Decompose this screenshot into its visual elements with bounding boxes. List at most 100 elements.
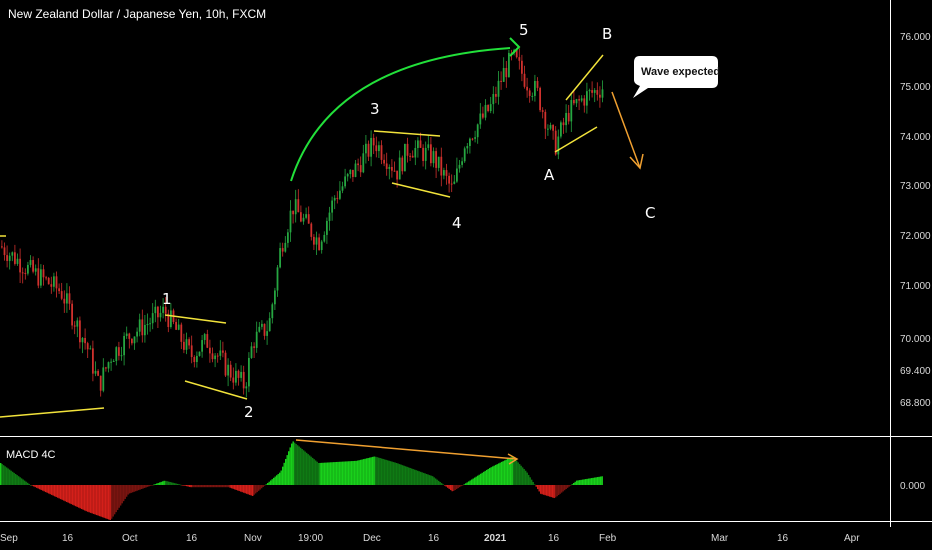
- candle: [427, 134, 430, 151]
- candle: [11, 251, 14, 262]
- macd-bar: [328, 462, 330, 485]
- macd-bar: [390, 461, 392, 485]
- macd-bar: [259, 485, 261, 490]
- macd-bar: [78, 485, 80, 508]
- candle: [81, 337, 84, 354]
- macd-bar: [283, 462, 285, 485]
- candle: [331, 196, 333, 221]
- candle: [151, 303, 154, 330]
- candle: [8, 252, 11, 270]
- macd-bar: [543, 485, 545, 495]
- macd-bar: [127, 485, 129, 495]
- candle: [112, 359, 115, 362]
- candle: [175, 318, 177, 331]
- candle: [567, 104, 570, 125]
- candle: [471, 137, 474, 141]
- macd-bar: [537, 485, 539, 490]
- candle: [89, 345, 92, 350]
- macd-bar: [589, 478, 591, 485]
- candle: [562, 117, 565, 134]
- macd-bar: [175, 483, 177, 485]
- macd-bar: [57, 485, 59, 498]
- candle: [292, 210, 294, 224]
- macd-bar: [346, 461, 348, 485]
- macd-bar: [508, 458, 510, 485]
- macd-bar: [238, 485, 240, 492]
- candle: [565, 104, 567, 133]
- time-axis[interactable]: Sep 16 Oct 16 Nov 19:00 Dec 16 2021 16 F…: [0, 533, 860, 544]
- candle: [1, 240, 3, 249]
- macd-bar: [490, 467, 492, 485]
- candle: [229, 360, 232, 382]
- macd-bar: [33, 485, 35, 487]
- callout-text: Wave expected: [641, 66, 720, 78]
- macd-bar: [117, 485, 119, 510]
- candle: [401, 155, 404, 175]
- waveB-lower-trendline: [554, 126, 598, 153]
- macd-bar: [421, 472, 423, 485]
- macd-bar: [10, 470, 12, 485]
- macd-bar: [471, 479, 473, 485]
- macd-bar: [337, 461, 339, 485]
- macd-bar: [87, 485, 89, 512]
- macd-bar: [363, 459, 365, 485]
- macd-bar: [142, 485, 144, 489]
- macd-bar: [246, 485, 248, 494]
- macd-bar: [304, 451, 306, 485]
- macd-bar: [55, 485, 57, 498]
- candle: [552, 124, 554, 140]
- macd-bar: [202, 485, 204, 488]
- candle: [411, 150, 414, 158]
- macd-bar: [382, 458, 384, 485]
- macd-bar: [352, 461, 354, 485]
- macd-bar: [450, 485, 452, 491]
- macd-bar: [370, 457, 372, 485]
- candle: [362, 144, 365, 174]
- macd-bar: [234, 485, 236, 490]
- candle: [404, 143, 406, 172]
- price-axis[interactable]: 76.000 75.000 74.000 73.000 72.000 71.00…: [900, 32, 931, 492]
- macd-bar: [318, 463, 320, 485]
- macd-bar: [466, 482, 468, 485]
- macd-bar: [159, 482, 161, 485]
- macd-bar: [492, 466, 494, 485]
- candle: [445, 163, 448, 185]
- macd-bar: [25, 481, 27, 485]
- macd-bar: [144, 485, 146, 488]
- macd-bar: [256, 485, 258, 493]
- macd-bar: [327, 462, 329, 485]
- macd-bar: [280, 470, 282, 485]
- candle: [47, 276, 50, 285]
- macd-zero-label: 0.000: [900, 481, 925, 492]
- macd-bar: [310, 456, 312, 485]
- wave-label-c: C: [645, 204, 655, 222]
- candle: [131, 338, 133, 346]
- macd-bar: [63, 485, 65, 501]
- wave-expected-callout: Wave expected: [633, 56, 720, 98]
- candle: [242, 365, 245, 395]
- macd-bar: [571, 484, 573, 485]
- candle: [601, 80, 604, 103]
- macd-bar: [369, 457, 371, 485]
- candle: [497, 70, 500, 105]
- macd-bar: [343, 461, 345, 485]
- macd-bar: [244, 485, 246, 494]
- macd-bar: [325, 462, 327, 485]
- macd-bar: [559, 485, 561, 494]
- candle: [583, 95, 586, 113]
- macd-bar: [156, 483, 158, 485]
- candle: [115, 346, 118, 366]
- macd-bar: [24, 480, 26, 485]
- macd-bar: [531, 479, 533, 485]
- macd-bar: [456, 485, 458, 490]
- macd-bar: [223, 485, 225, 488]
- macd-bar: [396, 463, 398, 485]
- candle: [240, 365, 242, 382]
- price-tick-label: 71.000: [900, 281, 931, 292]
- macd-bar: [378, 457, 380, 485]
- macd-bar: [309, 455, 311, 485]
- candle: [315, 231, 318, 255]
- candle: [60, 282, 63, 301]
- candle: [94, 361, 97, 377]
